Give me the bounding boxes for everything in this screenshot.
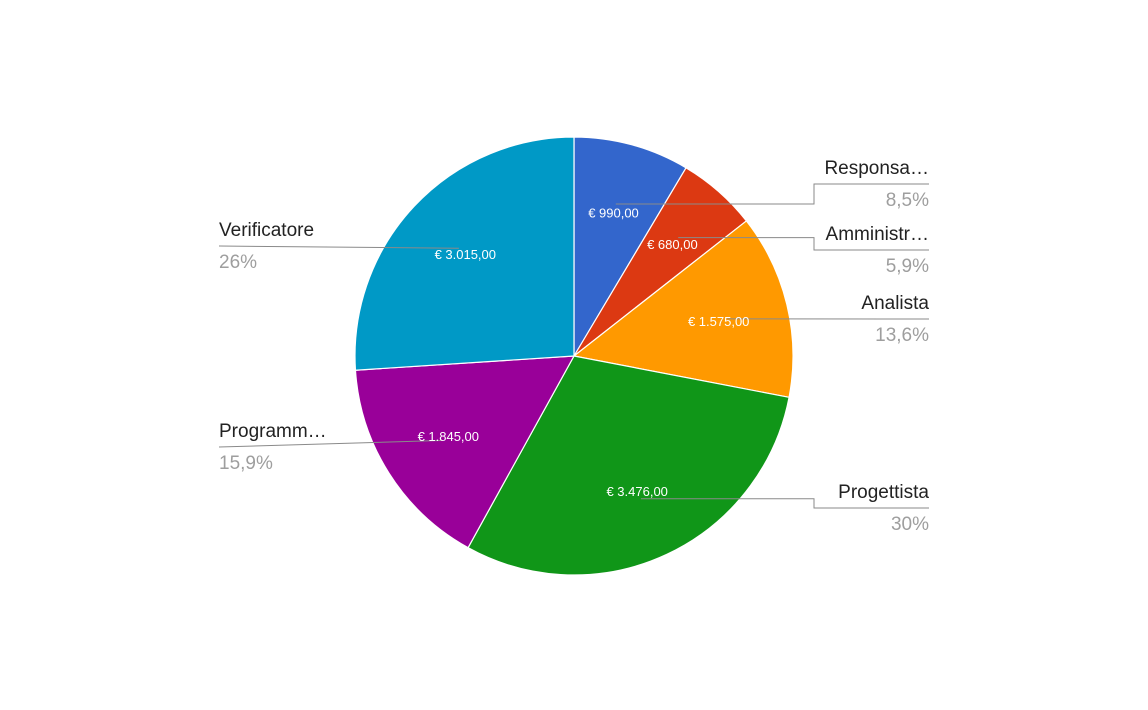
leader-line-programm [218,440,441,448]
slice-value-labels: € 990,00 € 680,00 € 1.575,00 € 3.476,00 € 1.… [418,205,750,499]
legend-label-progettista: Progettista [838,482,929,503]
pie-slice-analista[interactable] [572,220,794,399]
leader-line-responsa [615,183,929,205]
legend-label-responsa: Responsa… [824,158,929,179]
slice-value-label-responsa: € 990,00 [588,205,639,220]
leader-line-verificatore [218,245,459,249]
pie-slice-progettista[interactable] [467,355,790,576]
legend-percent-verificatore: 26% [219,252,257,273]
slice-legend-labels: Responsa… 8,5% Amministr… 5,9% Analista 13,6%… [219,158,929,535]
slice-value-label-amministr: € 680,00 [647,237,698,252]
pie-slice-verificatore[interactable] [354,136,575,371]
legend-percent-responsa: 8,5% [886,190,929,211]
legend-label-programm: Programm… [219,421,327,442]
legend-label-verificatore: Verificatore [219,220,314,241]
leader-line-progettista [640,498,929,509]
leader-line-amministr [678,237,929,251]
pie-slice-programm[interactable] [354,355,576,549]
pie-slices [354,136,794,576]
legend-percent-analista: 13,6% [875,325,929,346]
slice-value-label-progettista: € 3.476,00 [606,484,667,499]
legend-percent-amministr: 5,9% [886,256,929,277]
pie-slice-responsa[interactable] [573,136,687,359]
legend-percent-progettista: 30% [891,514,929,535]
legend-label-analista: Analista [861,293,929,314]
slice-value-label-analista: € 1.575,00 [688,314,749,329]
legend-percent-programm: 15,9% [219,453,273,474]
leader-lines [218,183,930,509]
legend-label-amministr: Amministr… [826,224,929,245]
slice-value-label-verificatore: € 3.015,00 [435,247,496,262]
slice-value-label-programm: € 1.845,00 [418,429,479,444]
